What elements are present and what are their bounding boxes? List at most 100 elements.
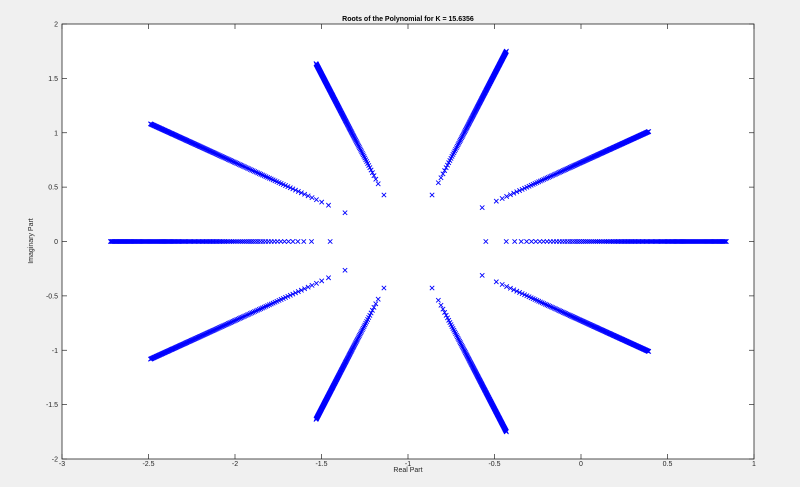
root-point [514, 189, 520, 195]
root-point [557, 308, 563, 314]
root-point [545, 303, 551, 309]
root-point [327, 238, 333, 245]
y-tick-label: 0.5 [48, 185, 58, 192]
root-point [238, 315, 244, 321]
root-point [542, 176, 548, 182]
root-point [371, 173, 377, 179]
root-point [548, 173, 554, 179]
root-point [585, 238, 591, 245]
root-point [240, 238, 246, 245]
root-point [442, 309, 448, 315]
root-point [290, 238, 296, 245]
root-point [233, 317, 239, 323]
root-point [454, 143, 460, 149]
root-point [587, 238, 593, 245]
root-point [250, 309, 256, 315]
root-point [281, 238, 288, 245]
root-point [512, 238, 518, 245]
root-point [256, 306, 262, 312]
root-point [547, 174, 553, 180]
root-point [503, 429, 509, 435]
root-point [309, 195, 315, 201]
root-point [290, 291, 296, 297]
root-point [551, 172, 557, 178]
root-point [514, 288, 520, 294]
root-point [249, 167, 255, 173]
root-point [533, 238, 539, 245]
root-point [325, 275, 332, 281]
root-point [107, 238, 113, 245]
root-point [247, 166, 253, 172]
root-point [578, 238, 585, 245]
root-point [456, 140, 462, 146]
root-point [246, 311, 252, 317]
root-point [238, 162, 244, 168]
root-point [574, 238, 580, 245]
root-point [342, 267, 348, 273]
root-point [359, 327, 365, 333]
root-point [581, 238, 587, 245]
root-point [457, 340, 463, 346]
root-point [239, 163, 245, 169]
root-point [504, 193, 510, 199]
root-point [234, 238, 240, 245]
root-point [504, 284, 510, 290]
root-point [236, 316, 242, 322]
root-point [547, 303, 553, 309]
root-point [358, 330, 364, 336]
root-point [319, 278, 325, 284]
x-tick-label: 1 [752, 461, 756, 468]
root-point [233, 160, 239, 166]
root-point [381, 285, 387, 291]
root-point [542, 301, 548, 307]
root-point [528, 238, 534, 245]
chart-title: Roots of the Polynomial for K = 15.6356 [342, 16, 474, 23]
root-point [359, 150, 365, 156]
root-point [247, 311, 253, 317]
root-point [232, 238, 238, 245]
root-point [313, 280, 319, 286]
root-point [253, 169, 259, 175]
x-axis-label: Real Part [393, 467, 422, 474]
root-point [429, 192, 435, 198]
root-point [147, 356, 153, 362]
root-point [235, 316, 241, 322]
root-point [147, 121, 153, 127]
root-point [368, 310, 374, 316]
root-point [371, 304, 377, 310]
root-point [550, 172, 556, 178]
root-point [444, 162, 451, 168]
root-point [454, 334, 460, 340]
y-tick-label: -1 [52, 348, 58, 355]
root-point [295, 289, 301, 295]
root-point [595, 238, 601, 245]
root-point [559, 309, 565, 315]
root-point [596, 238, 602, 245]
root-point [292, 290, 299, 296]
root-point [243, 312, 249, 319]
root-point [646, 348, 652, 354]
root-point [551, 305, 557, 311]
root-point [373, 176, 379, 182]
root-point [236, 238, 242, 245]
root-point [242, 164, 248, 170]
root-point [517, 188, 523, 194]
root-point [558, 169, 564, 175]
root-point [359, 149, 365, 155]
root-point [443, 165, 449, 171]
root-point [435, 297, 441, 303]
x-axis-ticks: -3 -2.5 -2 -1.5 -1 -0.5 0 0.5 1 [59, 24, 756, 468]
root-point [545, 174, 551, 180]
root-point [253, 308, 259, 314]
root-point [555, 170, 561, 176]
x-tick-label: -2 [232, 461, 238, 468]
root-point [242, 238, 248, 245]
root-point [479, 205, 485, 211]
root-point [313, 61, 319, 67]
root-point [290, 186, 296, 192]
root-point [479, 272, 485, 278]
root-point [301, 238, 307, 245]
root-point [305, 193, 311, 199]
root-point [285, 238, 291, 245]
root-point [553, 171, 559, 177]
